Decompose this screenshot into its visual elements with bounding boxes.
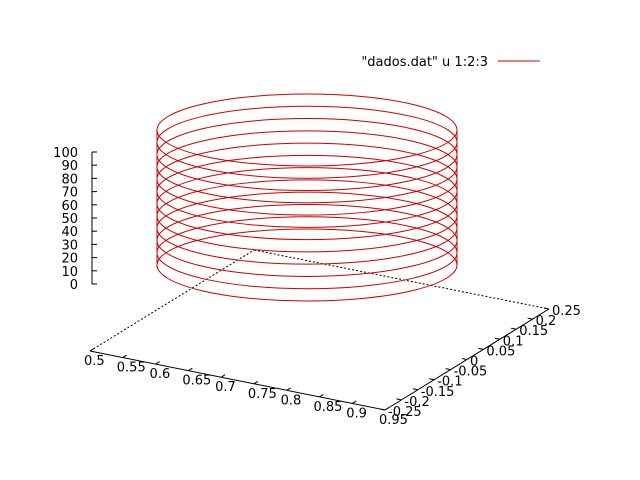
z-tick-label: 30 [61, 238, 78, 253]
y-tick-label: 0.1 [503, 334, 524, 349]
y-tick-mark [379, 408, 386, 411]
y-tick-mark [478, 347, 484, 350]
x-tick-mark [286, 387, 291, 391]
x-tick-label: 0.85 [313, 400, 342, 415]
x-tick-label: 0.5 [84, 354, 105, 369]
z-tick-label: 60 [61, 199, 78, 214]
z-tick-label: 10 [61, 265, 78, 280]
series-line [156, 203, 458, 277]
y-tick-mark [511, 327, 517, 330]
x-tick-mark [155, 361, 160, 365]
y-tick-label: -0.1 [437, 375, 462, 390]
x-tick-label: 0.7 [215, 380, 236, 395]
y-tick-label: 0.2 [536, 314, 557, 329]
x-tick-label: 0.55 [117, 361, 146, 376]
x-tick-label: 0.65 [182, 374, 211, 389]
z-tick-label: 40 [61, 225, 78, 240]
z-tick-label: 90 [61, 159, 78, 174]
y-tick-label: 0.05 [486, 344, 515, 359]
z-tick-label: 70 [61, 186, 78, 201]
axes-layer: 0.5 0.55 0.6 0.65 0.7 0.75 0.8 0.85 0.9 0.95-0.25… [53, 146, 581, 428]
y-tick-label: 0.25 [552, 304, 581, 319]
z-tick-label: 20 [61, 252, 78, 267]
y-tick-label: -0.05 [454, 365, 488, 380]
y-tick-mark [461, 358, 468, 360]
y-tick-label: -0.2 [404, 395, 429, 410]
curve-layer [156, 93, 458, 302]
x-tick-label: 0.8 [281, 393, 302, 408]
y-tick-label: -0.25 [388, 405, 422, 420]
series-line [156, 93, 458, 167]
series-line [156, 191, 458, 265]
series-line [156, 154, 458, 228]
back-edge-right [253, 249, 550, 310]
y-tick-label: 0.15 [519, 324, 548, 339]
x-tick-mark [319, 393, 324, 398]
y-tick-label: -0.15 [421, 385, 455, 400]
x-tick-label: 0.95 [379, 413, 408, 428]
x-tick-mark [351, 400, 357, 404]
series-line [156, 105, 458, 179]
series-line [156, 216, 458, 290]
series-line [156, 130, 458, 204]
y-tick-mark [494, 337, 500, 340]
y-tick-mark [429, 378, 435, 381]
y-tick-mark [543, 307, 550, 310]
y-tick-mark [412, 388, 418, 391]
y-tick-mark [527, 317, 533, 320]
x-tick-mark [220, 374, 226, 378]
z-tick-label: 0 [70, 278, 78, 293]
x-axis-line [89, 350, 386, 411]
x-tick-mark [253, 380, 259, 385]
legend-entry-label: "dados.dat" u 1:2:3 [361, 55, 488, 70]
y-tick-label: 0 [470, 355, 478, 370]
x-tick-mark [89, 348, 95, 352]
series-line [156, 118, 458, 192]
x-tick-mark [122, 354, 128, 358]
series-line [156, 179, 458, 253]
legend: "dados.dat" u 1:2:3 [361, 55, 540, 70]
z-tick-label: 50 [61, 212, 78, 227]
y-tick-mark [445, 368, 451, 371]
z-tick-label: 100 [53, 146, 78, 161]
x-tick-label: 0.9 [346, 406, 367, 421]
x-tick-label: 0.75 [248, 387, 277, 402]
x-tick-label: 0.6 [150, 367, 171, 382]
series-line [156, 167, 458, 241]
series-line [156, 228, 458, 302]
z-tick-label: 80 [61, 172, 78, 187]
back-edge-left [89, 249, 255, 352]
y-tick-mark [396, 398, 402, 401]
x-tick-mark [384, 407, 390, 411]
x-tick-mark [188, 367, 193, 372]
series-line [156, 142, 458, 216]
